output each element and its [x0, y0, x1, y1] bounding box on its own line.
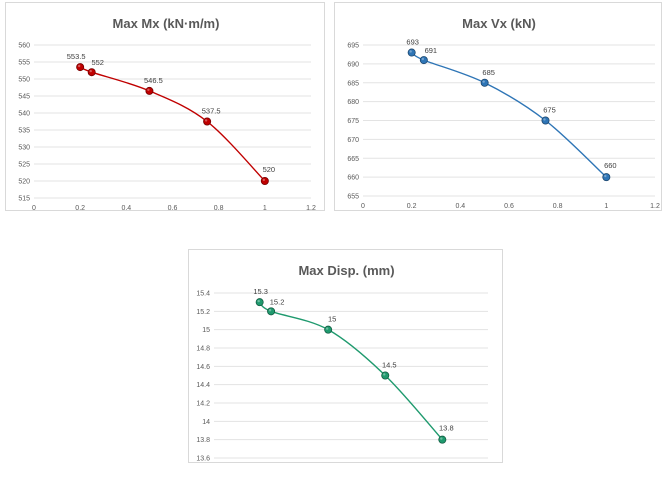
data-point: [480, 78, 489, 87]
y-tick-label: 14.2: [196, 401, 210, 408]
data-point: [203, 117, 212, 126]
data-label: 537.5: [202, 107, 221, 116]
y-tick-label: 14.4: [196, 382, 210, 389]
data-point-highlight: [147, 88, 150, 92]
x-tick-label: 1.2: [650, 203, 660, 210]
y-tick-label: 555: [18, 60, 30, 67]
x-tick-label: 1: [604, 203, 608, 210]
data-label: 520: [263, 165, 276, 174]
data-label: 660: [604, 161, 617, 170]
data-label: 691: [425, 46, 438, 55]
data-point: [438, 435, 447, 444]
x-tick-label: 0.6: [504, 203, 514, 210]
y-tick-label: 14.8: [196, 346, 210, 353]
x-tick-label: 0.4: [121, 205, 131, 212]
data-point: [76, 63, 85, 72]
chart-max-vx-svg: Max Vx (kN) 655 660 665 670 675 680 685 690 695 0 0…: [347, 16, 660, 210]
data-label: 14.5: [382, 361, 397, 370]
data-label: 13.8: [439, 424, 454, 433]
chart-max-mx-svg: Max Mx (kN·m/m) 515 520 525 530 535 540 545 550 5…: [18, 16, 316, 212]
data-point-highlight: [409, 50, 412, 53]
y-tick-label: 680: [347, 99, 359, 106]
data-label: 552: [91, 58, 104, 67]
y-tick-label: 530: [18, 145, 30, 152]
data-label: 685: [482, 68, 495, 77]
chart-title: Max Vx (kN): [462, 16, 536, 31]
x-tick-label: 0.2: [407, 203, 417, 210]
data-label: 15.3: [253, 287, 268, 296]
y-tick-label: 560: [18, 43, 30, 50]
data-point: [267, 307, 276, 316]
x-tick-label: 0: [361, 203, 365, 210]
data-point: [602, 173, 611, 182]
y-tick-label: 15: [202, 327, 210, 334]
chart-title: Max Mx (kN·m/m): [113, 16, 220, 31]
y-tick-label: 15.4: [196, 291, 210, 298]
data-point: [145, 86, 154, 95]
data-label: 15.2: [270, 297, 285, 306]
y-tick-label: 540: [18, 111, 30, 118]
data-point: [87, 68, 96, 77]
data-point-highlight: [421, 57, 425, 61]
data-point: [260, 176, 269, 185]
x-tick-label: 0.2: [75, 205, 85, 212]
y-tick-label: 13.6: [196, 456, 210, 463]
y-tick-label: 550: [18, 77, 30, 84]
y-tick-label: 15.2: [196, 309, 210, 316]
x-tick-label: 0.8: [553, 203, 563, 210]
y-tick-label: 515: [18, 196, 30, 203]
data-point: [255, 298, 264, 307]
data-point-highlight: [268, 309, 272, 312]
y-tick-label: 685: [347, 80, 359, 87]
data-point-highlight: [262, 178, 266, 182]
x-tick-label: 1.2: [306, 205, 316, 212]
data-point: [324, 325, 333, 334]
data-point-highlight: [204, 119, 208, 122]
y-tick-label: 675: [347, 118, 359, 125]
chart-max-mx: Max Mx (kN·m/m) 515 520 525 530 535 540 545 550 5…: [5, 2, 325, 212]
x-tick-label: 1: [263, 205, 267, 212]
data-point-highlight: [383, 373, 386, 376]
data-point-highlight: [257, 299, 260, 303]
data-point-highlight: [482, 80, 485, 83]
y-tick-label: 695: [347, 43, 359, 50]
y-tick-label: 665: [347, 156, 359, 163]
chart-title: Max Disp. (mm): [298, 263, 394, 278]
data-point-highlight: [77, 64, 81, 68]
data-point-highlight: [604, 174, 607, 178]
y-tick-label: 13.8: [196, 437, 210, 444]
y-tick-label: 520: [18, 179, 30, 186]
data-label: 553.5: [67, 52, 86, 61]
y-tick-label: 14.6: [196, 364, 210, 371]
data-point: [407, 48, 416, 57]
data-point-highlight: [543, 118, 546, 121]
y-tick-label: 525: [18, 162, 30, 169]
data-point-highlight: [89, 69, 92, 73]
data-label: 546.5: [144, 76, 163, 85]
chart-max-disp-svg: Max Disp. (mm) 13.6 13.8 14 14.2 14.4 14.6 14.8…: [196, 263, 488, 463]
x-tick-label: 0.4: [455, 203, 465, 210]
y-tick-label: 14: [202, 419, 210, 426]
y-tick-label: 670: [347, 137, 359, 144]
chart-max-vx: Max Vx (kN) 655 660 665 670 675 680 685 690 695 0 0…: [334, 2, 662, 211]
data-label: 675: [543, 106, 556, 115]
data-point: [541, 116, 550, 125]
y-tick-label: 655: [347, 194, 359, 201]
data-point-highlight: [440, 437, 443, 440]
y-tick-label: 535: [18, 128, 30, 135]
x-tick-label: 0: [32, 205, 36, 212]
y-tick-label: 545: [18, 94, 30, 101]
x-tick-label: 0.6: [168, 205, 178, 212]
series-line: [259, 301, 443, 441]
data-point: [419, 56, 428, 65]
x-tick-label: 0.8: [214, 205, 224, 212]
data-label: 693: [406, 38, 419, 47]
data-label: 15: [328, 315, 336, 324]
chart-max-disp: Max Disp. (mm) 13.6 13.8 14 14.2 14.4 14.6 14.8…: [188, 249, 503, 463]
y-tick-label: 660: [347, 175, 359, 182]
y-tick-label: 690: [347, 61, 359, 68]
data-point: [381, 371, 390, 380]
data-point-highlight: [325, 327, 329, 330]
